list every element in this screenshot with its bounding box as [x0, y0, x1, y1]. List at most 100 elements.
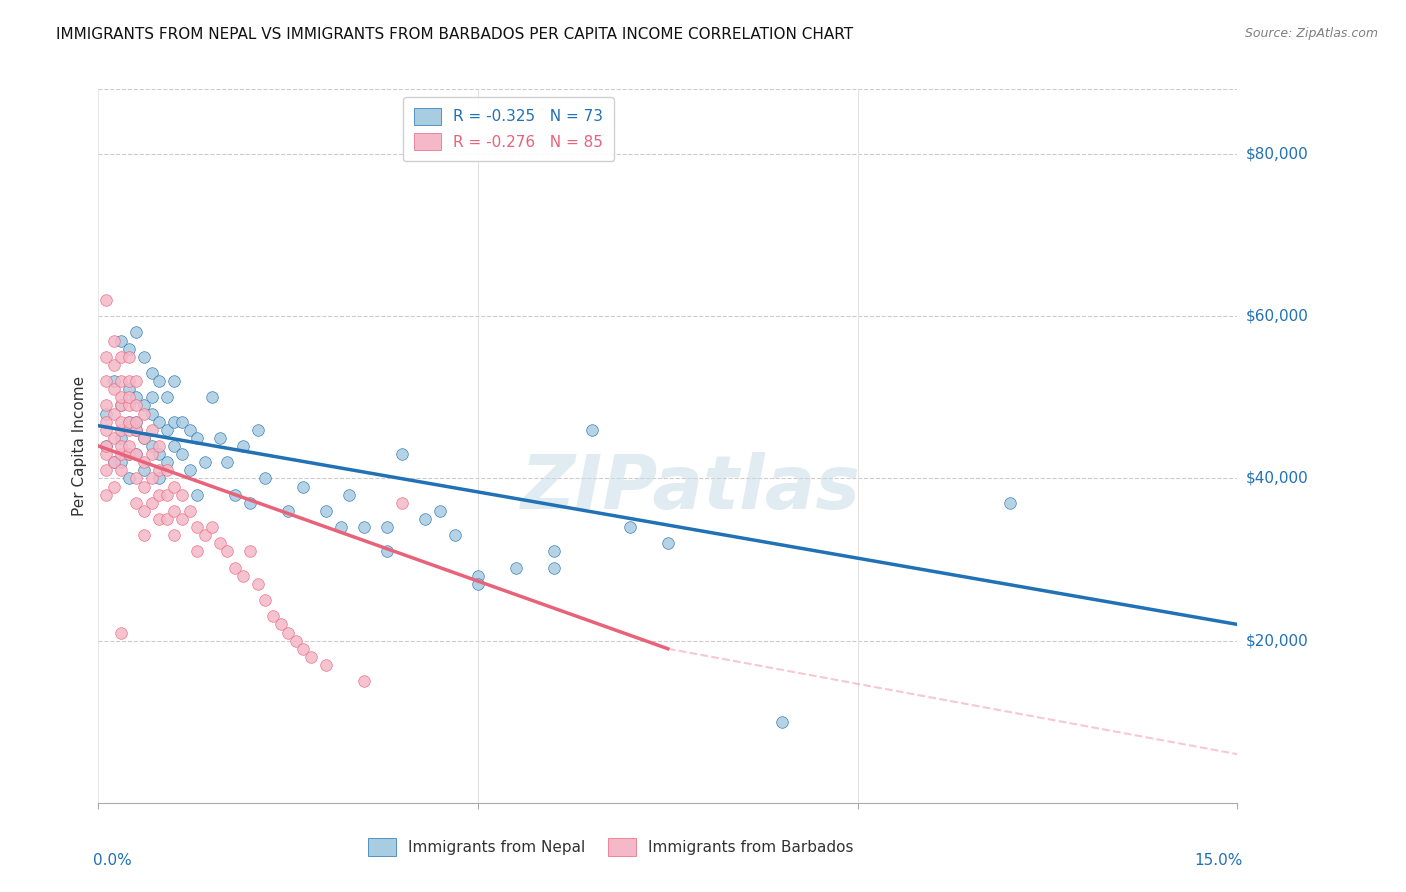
Point: [284, 633, 307, 648]
Point: [118, 415, 141, 429]
Point: [110, 455, 132, 469]
Point: [148, 488, 170, 502]
Point: [208, 536, 231, 550]
Point: [94, 423, 117, 437]
Point: [125, 496, 148, 510]
Point: [125, 447, 148, 461]
Text: Source: ZipAtlas.com: Source: ZipAtlas.com: [1244, 27, 1378, 40]
Point: [141, 390, 163, 404]
Point: [179, 463, 201, 477]
Point: [391, 447, 413, 461]
Point: [156, 423, 179, 437]
Point: [94, 415, 117, 429]
Point: [156, 488, 179, 502]
Point: [94, 293, 117, 307]
Point: [315, 504, 337, 518]
Point: [141, 366, 163, 380]
Point: [110, 439, 132, 453]
Point: [239, 544, 262, 558]
Point: [118, 439, 141, 453]
Point: [132, 431, 155, 445]
Point: [186, 544, 208, 558]
Point: [239, 496, 262, 510]
Point: [998, 496, 1021, 510]
Point: [770, 714, 793, 729]
Point: [125, 415, 148, 429]
Point: [118, 447, 141, 461]
Point: [125, 374, 148, 388]
Point: [217, 544, 239, 558]
Point: [429, 504, 451, 518]
Text: $20,000: $20,000: [1246, 633, 1309, 648]
Point: [103, 358, 125, 372]
Point: [94, 439, 117, 453]
Point: [543, 560, 565, 574]
Point: [94, 374, 117, 388]
Point: [110, 350, 132, 364]
Point: [103, 455, 125, 469]
Point: [110, 415, 132, 429]
Point: [467, 568, 489, 582]
Point: [132, 350, 155, 364]
Point: [315, 657, 337, 672]
Point: [330, 520, 353, 534]
Point: [118, 415, 141, 429]
Point: [375, 544, 398, 558]
Point: [262, 609, 284, 624]
Point: [94, 439, 117, 453]
Point: [224, 488, 246, 502]
Point: [118, 382, 141, 396]
Point: [208, 431, 231, 445]
Point: [156, 463, 179, 477]
Point: [163, 528, 186, 542]
Point: [170, 488, 193, 502]
Point: [103, 374, 125, 388]
Point: [581, 423, 603, 437]
Point: [170, 415, 193, 429]
Point: [94, 399, 117, 413]
Point: [110, 374, 132, 388]
Point: [132, 399, 155, 413]
Point: [118, 350, 141, 364]
Point: [170, 512, 193, 526]
Point: [118, 390, 141, 404]
Point: [444, 528, 467, 542]
Point: [201, 520, 224, 534]
Point: [148, 471, 170, 485]
Point: [125, 399, 148, 413]
Point: [110, 390, 132, 404]
Point: [94, 488, 117, 502]
Point: [110, 463, 132, 477]
Point: [132, 479, 155, 493]
Point: [110, 334, 132, 348]
Point: [270, 617, 292, 632]
Text: 15.0%: 15.0%: [1195, 853, 1243, 868]
Point: [103, 431, 125, 445]
Point: [141, 496, 163, 510]
Point: [132, 528, 155, 542]
Point: [125, 390, 148, 404]
Point: [94, 350, 117, 364]
Point: [141, 447, 163, 461]
Point: [125, 326, 148, 340]
Point: [118, 471, 141, 485]
Point: [103, 479, 125, 493]
Point: [103, 407, 125, 421]
Point: [232, 568, 254, 582]
Point: [125, 447, 148, 461]
Text: $60,000: $60,000: [1246, 309, 1309, 324]
Point: [170, 447, 193, 461]
Point: [103, 334, 125, 348]
Point: [118, 399, 141, 413]
Point: [156, 455, 179, 469]
Point: [201, 390, 224, 404]
Point: [141, 423, 163, 437]
Point: [657, 536, 679, 550]
Point: [132, 504, 155, 518]
Point: [353, 520, 375, 534]
Point: [110, 399, 132, 413]
Point: [194, 528, 217, 542]
Point: [277, 625, 299, 640]
Text: 0.0%: 0.0%: [93, 853, 132, 868]
Point: [110, 399, 132, 413]
